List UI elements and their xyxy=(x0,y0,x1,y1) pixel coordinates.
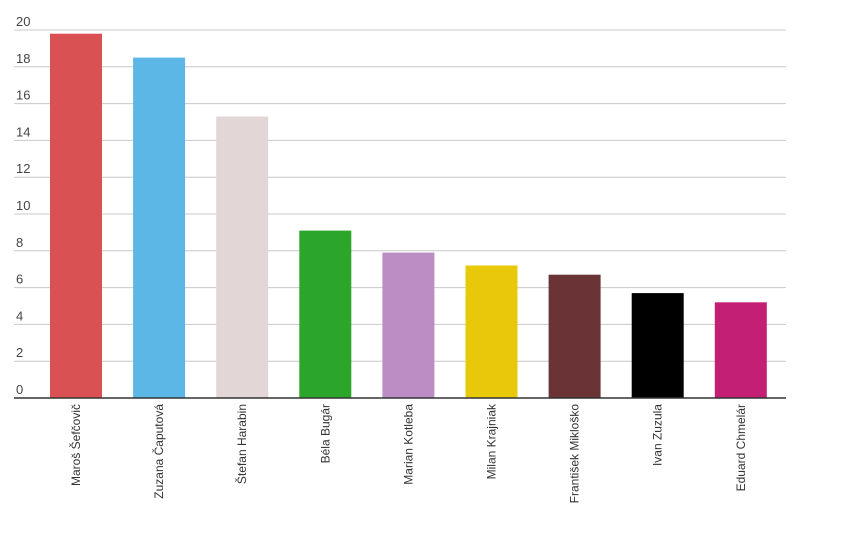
bar xyxy=(382,252,435,398)
bar xyxy=(133,57,186,398)
y-tick-label: 8 xyxy=(16,235,23,250)
bars xyxy=(50,33,767,398)
x-category-label: Štefan Harabin xyxy=(234,404,249,484)
x-category-label: František Mikloško xyxy=(568,404,582,504)
bar xyxy=(465,265,518,398)
bar xyxy=(50,33,102,398)
bar xyxy=(216,116,269,398)
x-category-label: Milan Krajniak xyxy=(485,403,499,479)
y-tick-label: 4 xyxy=(16,308,23,323)
y-axis-ticks: 0 2 4 6 8 10 12 14 16 18 20 xyxy=(16,14,30,397)
x-category-label: Marian Kotleba xyxy=(401,404,415,485)
x-axis-labels: Maroš Šefčovič Zuzana Čaputová Štefan Hara… xyxy=(68,403,748,503)
y-tick-label: 18 xyxy=(16,51,30,66)
y-tick-label: 14 xyxy=(16,124,30,139)
y-tick-label: 6 xyxy=(16,272,23,287)
y-tick-label: 10 xyxy=(16,198,30,213)
y-tick-label: 0 xyxy=(16,382,23,397)
bar xyxy=(714,302,767,398)
bar xyxy=(548,274,601,398)
y-tick-label: 2 xyxy=(16,345,23,360)
x-category-label: Ivan Zuzula xyxy=(651,404,665,466)
bar xyxy=(631,293,684,398)
x-category-label: Maroš Šefčovič xyxy=(68,404,83,486)
x-category-label: Béla Bugár xyxy=(318,404,332,463)
bar xyxy=(299,230,352,398)
y-tick-label: 20 xyxy=(16,14,30,29)
x-category-label: Eduard Chmelár xyxy=(734,404,748,491)
y-tick-label: 16 xyxy=(16,88,30,103)
y-tick-label: 12 xyxy=(16,161,30,176)
x-category-label: Zuzana Čaputová xyxy=(151,404,166,499)
